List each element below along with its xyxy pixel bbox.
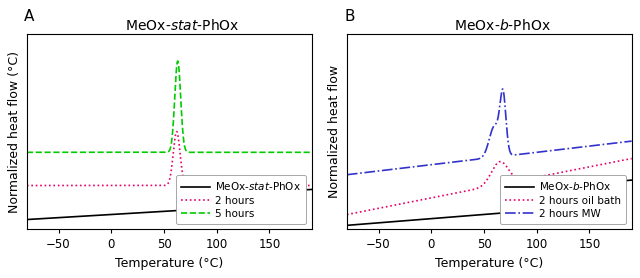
Y-axis label: Normalized heat flow: Normalized heat flow [328, 65, 341, 198]
5 hours [72, 151, 80, 154]
2 hours oil bath [376, 207, 383, 210]
2 hours oil bath [343, 213, 351, 216]
2 hours [132, 184, 140, 187]
2 hours MW [622, 140, 630, 143]
5 hours [132, 151, 140, 154]
5 hours [23, 151, 31, 154]
2 hours MW [465, 159, 472, 162]
Line: 2 hours MW: 2 hours MW [347, 89, 632, 175]
Text: B: B [344, 9, 355, 24]
MeOx-$\it{stat}$-PhOx [132, 212, 140, 215]
Title:       MeOx-$\it{stat}$-PhOx: MeOx-$\it{stat}$-PhOx [99, 18, 239, 33]
Line: MeOx-$\it{stat}$-PhOx: MeOx-$\it{stat}$-PhOx [27, 189, 312, 220]
MeOx-$\it{b}$-PhOx [392, 220, 400, 223]
X-axis label: Temperature (°C): Temperature (°C) [435, 257, 543, 270]
2 hours oil bath [452, 192, 460, 195]
2 hours [271, 184, 279, 187]
2 hours [72, 184, 80, 187]
Text: A: A [24, 9, 35, 24]
2 hours [302, 184, 310, 187]
2 hours [308, 184, 316, 187]
MeOx-$\it{b}$-PhOx [628, 178, 636, 182]
MeOx-$\it{b}$-PhOx [452, 215, 460, 219]
Y-axis label: Normalized heat flow (°C): Normalized heat flow (°C) [8, 51, 21, 213]
2 hours [23, 184, 31, 187]
5 hours [56, 151, 63, 154]
MeOx-$\it{stat}$-PhOx [56, 216, 63, 219]
5 hours [174, 59, 182, 63]
MeOx-$\it{b}$-PhOx [465, 214, 472, 217]
MeOx-$\it{b}$-PhOx [591, 181, 599, 185]
MeOx-$\it{stat}$-PhOx [308, 188, 316, 191]
MeOx-$\it{b}$-PhOx [376, 221, 383, 224]
2 hours MW [591, 144, 599, 147]
MeOx-$\it{stat}$-PhOx [23, 218, 31, 221]
Line: MeOx-$\it{b}$-PhOx: MeOx-$\it{b}$-PhOx [347, 180, 632, 225]
5 hours [302, 151, 310, 154]
2 hours MW [452, 160, 460, 163]
2 hours oil bath [392, 203, 400, 207]
5 hours [271, 151, 279, 154]
2 hours oil bath [628, 157, 636, 160]
2 hours oil bath [622, 158, 630, 161]
Line: 2 hours: 2 hours [27, 131, 312, 185]
MeOx-$\it{stat}$-PhOx [302, 188, 310, 192]
2 hours [56, 184, 63, 187]
Line: 2 hours oil bath: 2 hours oil bath [347, 158, 632, 215]
Legend: MeOx-$\it{b}$-PhOx, 2 hours oil bath, 2 hours MW: MeOx-$\it{b}$-PhOx, 2 hours oil bath, 2 … [500, 175, 627, 224]
2 hours MW [376, 169, 383, 173]
5 hours [145, 151, 152, 154]
MeOx-$\it{stat}$-PhOx [145, 211, 152, 214]
2 hours oil bath [591, 164, 599, 167]
5 hours [308, 151, 316, 154]
2 hours oil bath [465, 189, 472, 192]
MeOx-$\it{stat}$-PhOx [72, 215, 80, 218]
2 hours MW [343, 173, 351, 176]
MeOx-$\it{b}$-PhOx [343, 224, 351, 227]
Title:       MeOx-$\it{b}$-PhOx: MeOx-$\it{b}$-PhOx [428, 18, 550, 33]
2 hours [145, 184, 152, 187]
MeOx-$\it{b}$-PhOx [622, 179, 630, 182]
Line: 5 hours: 5 hours [27, 61, 312, 152]
2 hours MW [628, 140, 636, 143]
X-axis label: Temperature (°C): Temperature (°C) [115, 257, 223, 270]
MeOx-$\it{stat}$-PhOx [271, 190, 279, 193]
2 hours MW [392, 167, 400, 171]
Legend: MeOx-$\it{stat}$-PhOx, 2 hours, 5 hours: MeOx-$\it{stat}$-PhOx, 2 hours, 5 hours [176, 175, 307, 224]
2 hours [173, 130, 180, 133]
2 hours MW [499, 87, 506, 91]
